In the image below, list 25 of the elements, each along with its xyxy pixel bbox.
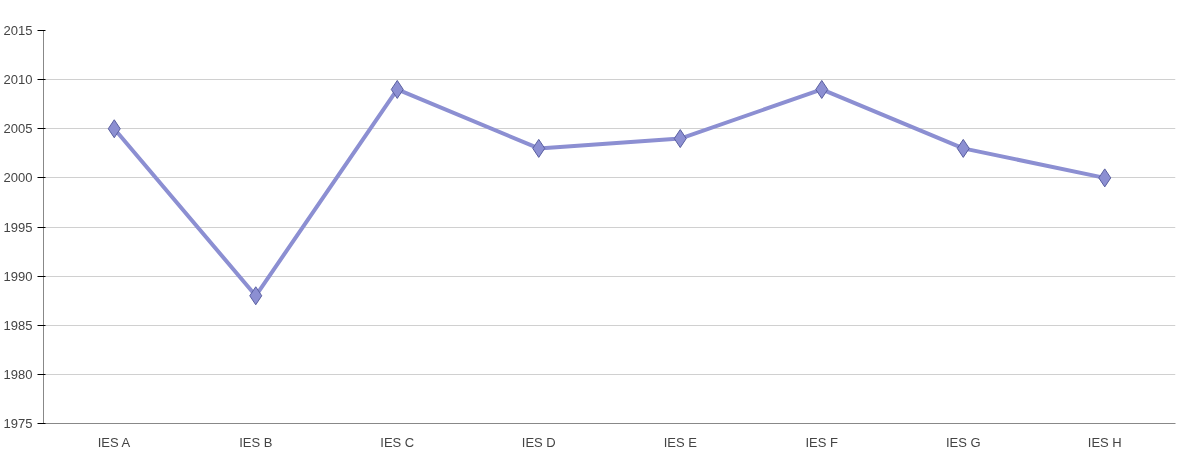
point [956, 138, 970, 158]
y-tick-label: 1985 [3, 317, 33, 333]
x-tick-label: IES B [239, 434, 273, 450]
y-tick-label: 2010 [3, 72, 33, 88]
x-tick-label: IES F [805, 434, 839, 450]
y-tick-label: 1975 [3, 416, 33, 431]
x-tick-label: IES C [380, 434, 415, 450]
point [815, 79, 829, 99]
y-tick-label: 1990 [3, 268, 33, 284]
x-tick-label: IES H [1087, 434, 1122, 450]
point [673, 129, 687, 149]
x-tick-label: IES E [663, 434, 698, 450]
y-tick-label: 1995 [3, 219, 33, 235]
x-tick-label: IES G [945, 434, 981, 450]
point [532, 138, 546, 158]
y-tick-label: 1980 [3, 366, 33, 382]
x-tick-label: IES D [521, 434, 556, 450]
point [1098, 168, 1112, 188]
x-tick-label: IES A [97, 434, 131, 450]
y-tick-label: 2015 [3, 23, 33, 38]
point [249, 286, 263, 306]
y-tick-label: 2000 [3, 170, 33, 186]
point [107, 119, 121, 139]
y-tick-label: 2005 [3, 121, 33, 137]
point [390, 79, 404, 99]
